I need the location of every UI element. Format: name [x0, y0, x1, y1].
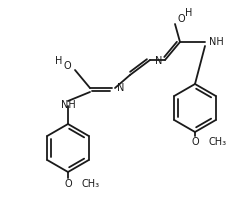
Text: O: O — [64, 179, 72, 189]
Text: NH: NH — [61, 100, 75, 110]
Text: N: N — [117, 83, 124, 93]
Text: CH₃: CH₃ — [208, 137, 226, 147]
Text: O: O — [177, 14, 185, 24]
Text: NH: NH — [209, 37, 224, 47]
Text: O: O — [191, 137, 199, 147]
Text: CH₃: CH₃ — [81, 179, 99, 189]
Text: N: N — [155, 56, 162, 66]
Text: O: O — [63, 61, 71, 71]
Text: H: H — [55, 56, 62, 66]
Text: H: H — [185, 8, 192, 18]
